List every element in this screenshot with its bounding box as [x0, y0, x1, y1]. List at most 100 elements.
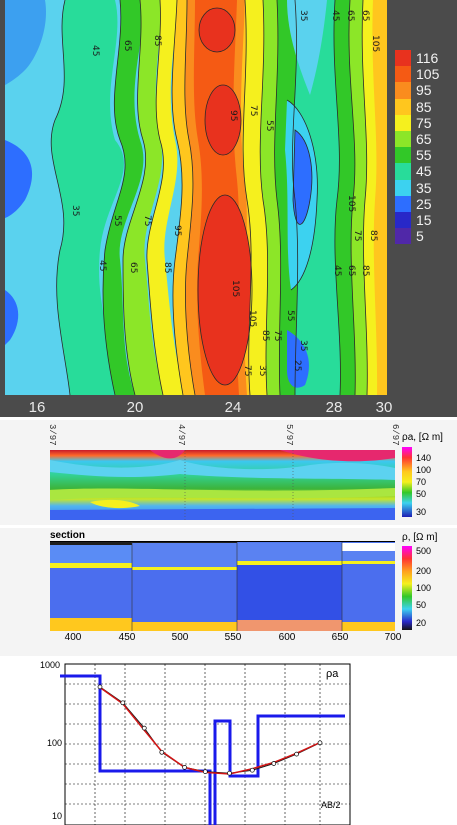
data-point [294, 751, 299, 757]
layered-section-color-scale [402, 546, 412, 630]
contour-label: 75 [242, 365, 252, 376]
legend-entry: 55 [395, 147, 455, 164]
contour-label: 45 [332, 265, 342, 276]
contour-label: 65 [128, 262, 138, 273]
legend-label: 65 [416, 131, 432, 148]
x-tick-28: 28 [325, 399, 343, 416]
contour-label: 105 [230, 280, 240, 297]
sounding-curve-panel: 1000 100 10 ρa AB/2 [0, 660, 457, 825]
contour-label: 55 [264, 120, 274, 131]
contour-label: 75 [248, 105, 258, 116]
pseudo-section-plot [50, 450, 395, 520]
contour-fill-65-left [123, 0, 165, 395]
legend-label: 55 [416, 147, 432, 164]
x-tick-20: 20 [126, 399, 144, 416]
legend-swatch [395, 195, 411, 212]
legend-label: 105 [416, 66, 440, 83]
contour-label: 85 [260, 330, 270, 341]
pseudo-section-scale-title: ρa, [Ω m] [402, 432, 443, 443]
contour-map-panel: 45 65 85 95 75 55 35 45 65 65 105 35 55 … [0, 0, 457, 417]
x-tick-450: 450 [118, 632, 136, 643]
contour-label: 35 [70, 205, 80, 216]
contour-label: 75 [142, 215, 152, 226]
y-tick-100: 100 [47, 738, 63, 748]
contour-label: 45 [97, 260, 107, 271]
data-point [120, 700, 126, 706]
data-point [227, 770, 232, 776]
x-tick-700: 700 [384, 632, 402, 643]
x-tick-600: 600 [278, 632, 296, 643]
contour-fill-116-mid [205, 85, 241, 155]
contour-label: 105 [247, 310, 257, 327]
y-axis-label: ρa [326, 668, 339, 680]
legend-label: 95 [416, 82, 432, 99]
data-point [202, 769, 208, 774]
legend-swatch [395, 211, 411, 229]
scale-label: 100 [416, 583, 432, 593]
contour-label: 35 [298, 340, 308, 351]
contour-fill-55-left [103, 0, 145, 395]
x-tick-650: 650 [331, 632, 349, 643]
legend-entry: 25 [395, 195, 455, 212]
legend-entry: 45 [395, 163, 455, 180]
scale-label: 500 [416, 546, 432, 556]
scale-label: 30 [416, 507, 427, 517]
data-point [271, 761, 277, 766]
scale-label: 70 [416, 477, 427, 487]
legend-label: 25 [416, 195, 432, 212]
legend-swatch [395, 98, 411, 115]
legend-label: 45 [416, 163, 432, 180]
contour-label: 45 [90, 45, 100, 56]
contour-fill-25-right [293, 130, 312, 225]
y-tick-1000: 1000 [40, 660, 61, 670]
scale-label: 20 [416, 618, 427, 628]
legend-swatch [395, 130, 411, 148]
model-curve [60, 674, 345, 825]
contour-label: 65 [360, 10, 370, 21]
legend-entry: 116 [395, 50, 455, 67]
contour-label: 45 [330, 10, 340, 21]
layered-section-scale-title: ρ, [Ω m] [402, 532, 438, 543]
legend-label: 75 [416, 114, 432, 131]
contour-label: 105 [346, 195, 356, 212]
contour-label: 25 [292, 360, 302, 371]
contour-fill-116-top [199, 8, 235, 52]
data-point [182, 765, 187, 770]
data-point [159, 749, 165, 755]
contour-label: 35 [298, 10, 308, 21]
contour-fill-35-right-top [287, 0, 327, 95]
contour-label: 35 [257, 365, 267, 376]
contour-label: 95 [228, 110, 238, 121]
legend-label: 85 [416, 98, 432, 115]
contour-label: 65 [122, 40, 132, 51]
x-axis-label: AB/2 [321, 800, 341, 810]
legend-label: 15 [416, 211, 432, 228]
contour-label: 95 [172, 225, 182, 236]
scale-label: 50 [416, 600, 427, 610]
data-point [249, 767, 255, 773]
legend-label: 5 [416, 228, 424, 245]
contour-label: 55 [112, 215, 122, 226]
contour-label: 65 [346, 265, 356, 276]
contour-fill-25-right-low [287, 330, 309, 388]
layered-section-svg [50, 542, 395, 631]
contour-fill-25-mid [5, 140, 33, 218]
contour-fill-116-low [198, 195, 252, 385]
legend-swatch [395, 179, 411, 196]
contour-label: 85 [162, 262, 172, 273]
legend-entry: 85 [395, 98, 455, 115]
sounding-curve-svg [60, 663, 351, 825]
legend-entry: 15 [395, 211, 455, 229]
legend-swatch [395, 66, 411, 83]
contour-fill-45-left [51, 0, 125, 395]
contour-label: 55 [285, 310, 295, 321]
scale-label: 200 [416, 566, 432, 576]
legend-entry: 35 [395, 179, 455, 196]
contour-map-svg: 45 65 85 95 75 55 35 45 65 65 105 35 55 … [5, 0, 387, 395]
x-tick-16: 16 [28, 399, 46, 416]
legend-entry: 5 [395, 228, 455, 245]
contour-fill-25-top [5, 0, 46, 85]
x-tick-400: 400 [64, 632, 82, 643]
station-label: 3/97 [47, 424, 57, 446]
pseudo-section-panel: 3/97 4/97 5/97 6/97 [0, 420, 457, 525]
